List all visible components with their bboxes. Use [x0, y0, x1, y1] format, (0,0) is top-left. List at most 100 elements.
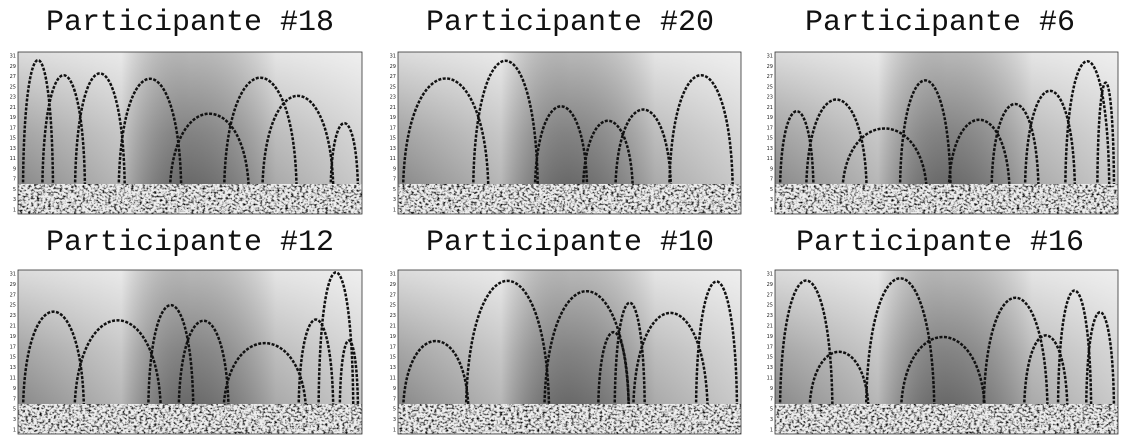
y-tick-label: 27 — [390, 74, 396, 80]
y-tick-label: 29 — [767, 64, 773, 70]
noise-texture — [775, 184, 1118, 214]
y-tick-label: 11 — [390, 156, 396, 162]
y-tick-label: 23 — [390, 95, 396, 101]
y-tick-label: 21 — [10, 105, 16, 111]
panel: Participante #10312927252321191715131197… — [390, 226, 741, 434]
y-tick-label: 13 — [10, 365, 16, 371]
y-tick-label: 21 — [767, 324, 773, 330]
y-tick-label: 23 — [390, 313, 396, 319]
noise-texture — [398, 404, 741, 434]
y-tick-label: 15 — [767, 136, 773, 142]
y-tick-label: 3 — [770, 197, 773, 203]
panel-title: Participante #18 — [46, 6, 334, 40]
y-tick-label: 11 — [390, 376, 396, 382]
page: {"panels": [ {"title": "Participante #18… — [0, 0, 1125, 436]
y-tick-label: 1 — [393, 208, 396, 214]
y-tick-label: 23 — [10, 313, 16, 319]
panel: Participante #20312927252321191715131197… — [390, 6, 741, 214]
panel-title: Participante #16 — [796, 226, 1084, 260]
y-tick-label: 25 — [10, 303, 16, 309]
y-tick-label: 9 — [770, 386, 773, 392]
y-tick-label: 9 — [13, 166, 16, 172]
y-tick-label: 25 — [390, 303, 396, 309]
y-tick-label: 19 — [767, 334, 773, 340]
y-tick-label: 31 — [767, 54, 773, 60]
y-tick-label: 7 — [13, 177, 16, 183]
y-tick-label: 29 — [767, 282, 773, 288]
y-tick-label: 27 — [767, 292, 773, 298]
y-tick-label: 29 — [390, 64, 396, 70]
y-tick-label: 19 — [10, 334, 16, 340]
y-tick-label: 27 — [390, 292, 396, 298]
y-tick-label: 13 — [767, 365, 773, 371]
y-tick-label: 7 — [770, 396, 773, 402]
y-tick-label: 21 — [10, 324, 16, 330]
y-tick-label: 3 — [770, 417, 773, 423]
y-tick-label: 17 — [767, 125, 773, 131]
y-tick-label: 19 — [390, 334, 396, 340]
y-tick-label: 13 — [10, 146, 16, 152]
figure: Participante #18312927252321191715131197… — [0, 0, 1125, 436]
y-tick-label: 17 — [10, 125, 16, 131]
panel: Participante #12312927252321191715131197… — [10, 226, 362, 434]
y-tick-label: 21 — [767, 105, 773, 111]
y-tick-label: 21 — [390, 324, 396, 330]
y-tick-label: 15 — [10, 136, 16, 142]
y-tick-label: 11 — [10, 376, 16, 382]
y-tick-label: 31 — [767, 272, 773, 278]
y-tick-label: 19 — [767, 115, 773, 121]
y-tick-label: 13 — [390, 146, 396, 152]
y-tick-label: 29 — [10, 282, 16, 288]
y-tick-label: 21 — [390, 105, 396, 111]
y-tick-label: 31 — [390, 54, 396, 60]
y-tick-label: 17 — [10, 344, 16, 350]
y-tick-label: 5 — [770, 407, 773, 413]
y-tick-label: 3 — [393, 417, 396, 423]
y-tick-label: 1 — [770, 428, 773, 434]
y-tick-label: 17 — [767, 344, 773, 350]
y-tick-label: 25 — [767, 84, 773, 90]
y-tick-label: 9 — [770, 166, 773, 172]
y-tick-label: 1 — [393, 428, 396, 434]
y-tick-label: 15 — [767, 355, 773, 361]
y-tick-label: 9 — [393, 386, 396, 392]
panel-title: Participante #20 — [426, 6, 714, 40]
y-tick-label: 7 — [770, 177, 773, 183]
y-tick-label: 31 — [10, 54, 16, 60]
y-tick-label: 9 — [393, 166, 396, 172]
y-tick-label: 5 — [770, 187, 773, 193]
panel-title: Participante #12 — [46, 226, 334, 260]
y-tick-label: 27 — [10, 292, 16, 298]
y-tick-label: 19 — [10, 115, 16, 121]
y-tick-label: 13 — [390, 365, 396, 371]
y-tick-label: 13 — [767, 146, 773, 152]
y-tick-label: 15 — [390, 136, 396, 142]
y-tick-label: 19 — [390, 115, 396, 121]
noise-texture — [18, 404, 362, 434]
y-tick-label: 23 — [767, 313, 773, 319]
y-tick-label: 5 — [393, 187, 396, 193]
y-tick-label: 1 — [770, 208, 773, 214]
y-tick-label: 11 — [10, 156, 16, 162]
y-tick-label: 29 — [10, 64, 16, 70]
y-tick-label: 7 — [393, 177, 396, 183]
y-tick-label: 17 — [390, 344, 396, 350]
y-tick-label: 25 — [10, 84, 16, 90]
panel-title: Participante #10 — [426, 226, 714, 260]
y-tick-label: 17 — [390, 125, 396, 131]
y-tick-label: 1 — [13, 428, 16, 434]
panel-title: Participante #6 — [805, 6, 1075, 40]
y-tick-label: 1 — [13, 208, 16, 214]
panel: Participante #63129272523211917151311975… — [767, 6, 1118, 214]
y-tick-label: 29 — [390, 282, 396, 288]
y-tick-label: 25 — [767, 303, 773, 309]
panel: Participante #16312927252321191715131197… — [767, 226, 1118, 434]
y-tick-label: 7 — [13, 396, 16, 402]
y-tick-label: 15 — [10, 355, 16, 361]
y-tick-label: 3 — [13, 197, 16, 203]
y-tick-label: 11 — [767, 156, 773, 162]
y-tick-label: 5 — [393, 407, 396, 413]
y-tick-label: 5 — [13, 187, 16, 193]
y-tick-label: 3 — [13, 417, 16, 423]
y-tick-label: 5 — [13, 407, 16, 413]
